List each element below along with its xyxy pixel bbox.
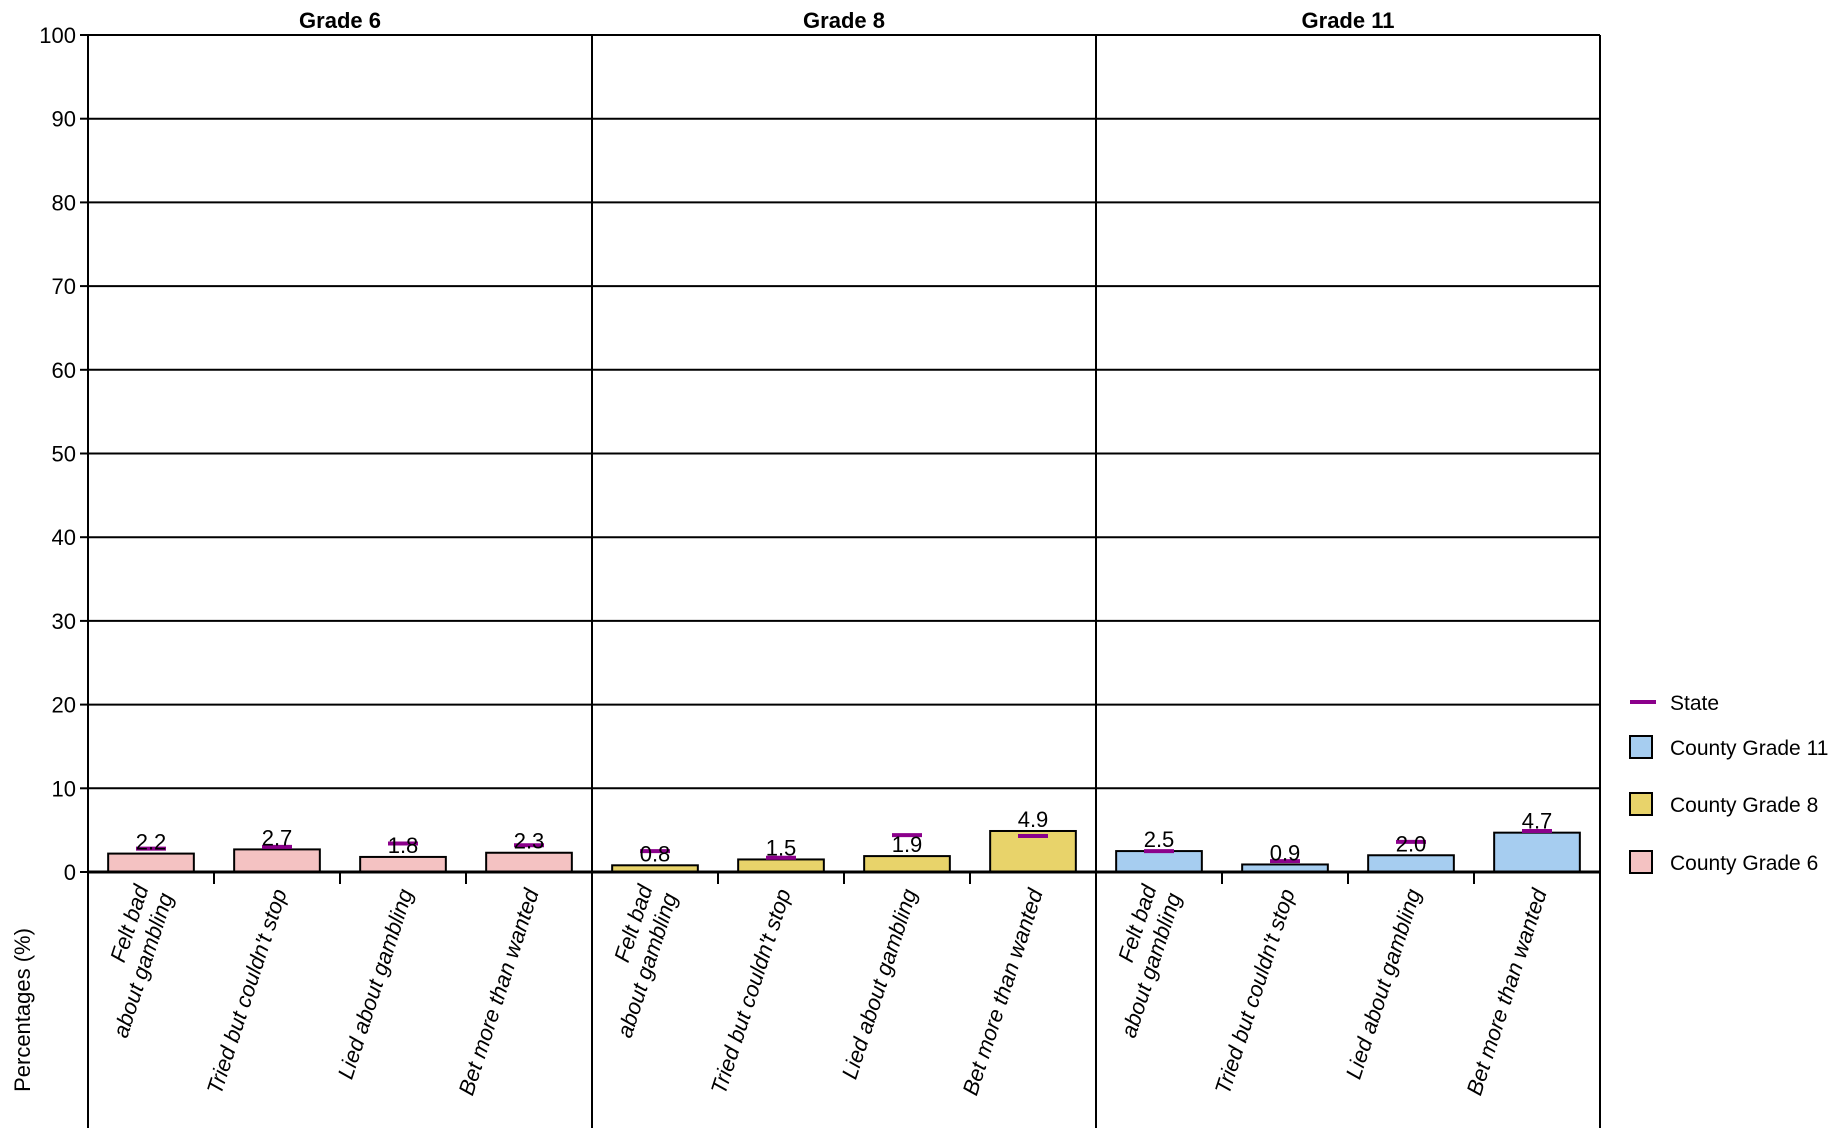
y-tick-label: 80 (52, 190, 76, 215)
category-label: Tried but couldn't stop (706, 886, 796, 1097)
legend-swatch (1629, 850, 1653, 874)
legend-label: County Grade 6 (1670, 852, 1818, 875)
panel-title: Grade 8 (803, 8, 885, 33)
category-label-line: Tried but couldn't stop (706, 886, 796, 1097)
value-label: 1.5 (766, 835, 797, 860)
category-label: Tried but couldn't stop (1210, 886, 1300, 1097)
legend-swatch (1629, 735, 1653, 759)
value-label: 1.8 (388, 833, 419, 858)
category-label: Bet more than wanted (957, 885, 1048, 1098)
category-label-line: Lied about gambling (837, 885, 922, 1082)
value-label: 2.0 (1396, 831, 1427, 856)
value-label: 0.9 (1270, 840, 1301, 865)
bar (233, 848, 321, 874)
gridlines (80, 34, 1600, 873)
bar (485, 851, 573, 874)
bar (107, 852, 195, 873)
category-label: Lied about gambling (1341, 885, 1426, 1082)
value-label: 2.3 (514, 829, 545, 854)
category-label: Felt badabout gambling (83, 881, 178, 1041)
legend-label: County Grade 11 (1670, 737, 1828, 760)
legend-swatch (1629, 792, 1653, 816)
legend-label: State (1670, 692, 1719, 715)
labels: 0 10 20 30 40 50 60 70 80 90 100 Percentages (%) Gra… (10, 8, 1552, 1098)
category-label: Felt badabout gambling (587, 881, 682, 1041)
legend: State County Grade 11 County Grade 8 County… (1629, 692, 1828, 875)
bar (359, 855, 447, 874)
panel-title: Grade 11 (1302, 8, 1395, 33)
y-tick-label: 90 (52, 107, 76, 132)
y-tick-label: 60 (52, 358, 76, 383)
bar (737, 858, 825, 874)
category-label-line: Tried but couldn't stop (202, 886, 292, 1097)
category-label: Felt badabout gambling (1091, 881, 1186, 1041)
plot-frame (87, 34, 1601, 1128)
value-label: 1.9 (892, 832, 923, 857)
category-label-line: Lied about gambling (1341, 885, 1426, 1082)
value-label: 2.2 (136, 830, 167, 855)
value-label: 2.5 (1144, 827, 1175, 852)
y-tick-label: 70 (52, 274, 76, 299)
y-tick-label: 40 (52, 525, 76, 550)
y-tick-label: 30 (52, 609, 76, 634)
bars (107, 829, 1581, 874)
state-markers (136, 828, 1552, 864)
category-label: Lied about gambling (333, 885, 418, 1082)
y-tick-label: 100 (39, 23, 76, 48)
category-label: Bet more than wanted (453, 885, 544, 1098)
category-label-line: Bet more than wanted (1461, 885, 1552, 1098)
y-tick-label: 50 (52, 442, 76, 467)
value-label: 4.9 (1018, 807, 1049, 832)
y-tick-label: 0 (64, 860, 76, 885)
value-label: 0.8 (640, 841, 671, 866)
y-axis-label: Percentages (%) (10, 928, 35, 1092)
bar (863, 855, 951, 873)
legend-label: County Grade 8 (1670, 794, 1818, 817)
category-label-line: Bet more than wanted (453, 885, 544, 1098)
category-label-line: Bet more than wanted (957, 885, 1048, 1098)
value-label: 4.7 (1522, 809, 1553, 834)
bar (1367, 854, 1455, 874)
category-label: Lied about gambling (837, 885, 922, 1082)
y-tick-label: 20 (52, 693, 76, 718)
bar (1493, 831, 1581, 874)
bar (1115, 850, 1203, 874)
value-label: 2.7 (262, 825, 293, 850)
category-label: Bet more than wanted (1461, 885, 1552, 1098)
category-label-line: Lied about gambling (333, 885, 418, 1082)
panel-title: Grade 6 (299, 8, 381, 33)
category-label-line: Tried but couldn't stop (1210, 886, 1300, 1097)
category-label: Tried but couldn't stop (202, 886, 292, 1097)
y-tick-label: 10 (52, 776, 76, 801)
